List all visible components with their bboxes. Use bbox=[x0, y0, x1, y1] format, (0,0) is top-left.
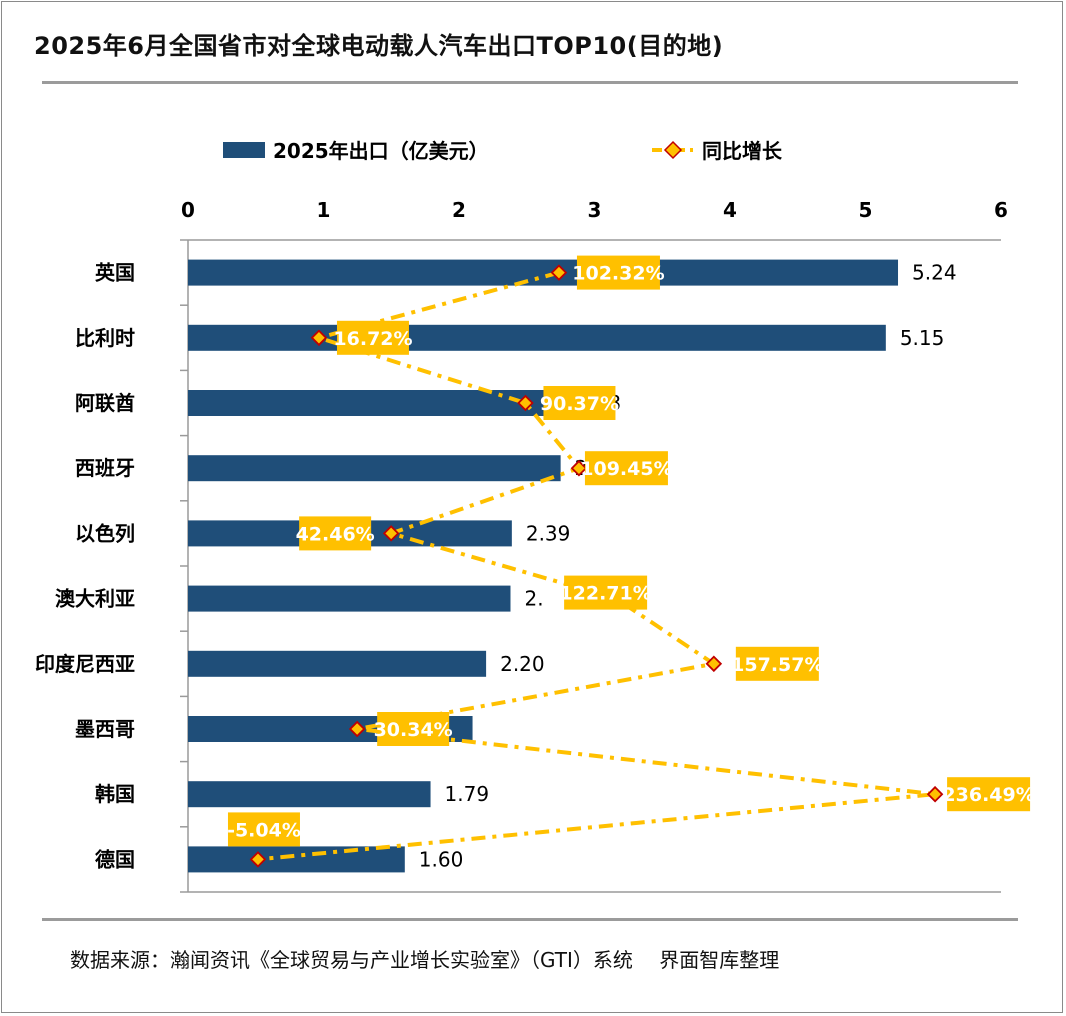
growth-marker bbox=[705, 655, 723, 673]
growth-marker bbox=[382, 525, 400, 542]
x-tick-label: 2 bbox=[452, 198, 466, 222]
chart-title: 2025年6月全国省市对全球电动载人汽车出口TOP10(目的地) bbox=[34, 32, 724, 60]
legend-marker-growth bbox=[663, 140, 683, 160]
growth-value-label: 157.57% bbox=[731, 654, 823, 676]
category-label: 韩国 bbox=[95, 782, 135, 806]
bar-value-label: 1.79 bbox=[445, 782, 490, 806]
category-label: 英国 bbox=[95, 261, 135, 285]
growth-marker bbox=[517, 394, 534, 412]
bar bbox=[188, 781, 431, 808]
top-rule bbox=[42, 81, 1018, 84]
growth-value-label: 236.49% bbox=[942, 784, 1034, 806]
growth-value-label: 42.46% bbox=[296, 523, 375, 545]
legend-label-growth: 同比增长 bbox=[702, 139, 783, 163]
growth-marker bbox=[550, 264, 568, 281]
category-label: 西班牙 bbox=[75, 456, 135, 480]
growth-label-box bbox=[227, 812, 300, 847]
growth-label-box bbox=[735, 646, 819, 681]
legend-swatch-export bbox=[223, 142, 265, 158]
growth-label-box bbox=[336, 320, 409, 355]
growth-marker bbox=[926, 785, 944, 803]
growth-label-box bbox=[947, 777, 1031, 812]
growth-value-label: 109.45% bbox=[580, 458, 672, 480]
growth-label-box bbox=[564, 575, 648, 610]
bar bbox=[188, 650, 487, 677]
bar-value-label: 2.39 bbox=[526, 521, 571, 545]
x-tick-label: 6 bbox=[994, 198, 1008, 222]
bar bbox=[188, 846, 405, 873]
bar-value-label: 5.24 bbox=[912, 261, 957, 285]
growth-label-box bbox=[299, 516, 372, 551]
legend-label-export: 2025年出口（亿美元） bbox=[273, 139, 489, 163]
category-label: 以色列 bbox=[75, 521, 135, 545]
growth-value-label: 102.32% bbox=[572, 263, 664, 285]
category-label: 德国 bbox=[95, 847, 135, 871]
x-tick-label: 4 bbox=[723, 198, 737, 222]
x-tick-label: 1 bbox=[317, 198, 331, 222]
bar-value-label: 1.60 bbox=[419, 847, 464, 871]
bar bbox=[188, 324, 886, 351]
category-label: 比利时 bbox=[75, 326, 135, 350]
category-label: 澳大利亚 bbox=[55, 587, 135, 611]
bar-value-label: 2. bbox=[524, 587, 543, 611]
growth-value-label: 122.71% bbox=[559, 583, 651, 605]
growth-value-label: 16.72% bbox=[333, 328, 412, 350]
growth-label-box bbox=[584, 451, 668, 486]
category-label: 印度尼西亚 bbox=[35, 652, 135, 676]
x-tick-label: 3 bbox=[588, 198, 602, 222]
growth-label-box bbox=[377, 712, 450, 746]
growth-line-path bbox=[257, 270, 936, 862]
bars: 5.245.1532.752.392.2.201.791.60 bbox=[188, 259, 957, 873]
x-tick-label: 0 bbox=[181, 198, 195, 222]
bar bbox=[188, 259, 899, 286]
bottom-rule bbox=[42, 918, 1018, 921]
category-label: 阿联酋 bbox=[75, 391, 135, 415]
bar-value-label: 2.20 bbox=[500, 652, 545, 676]
category-label: 墨西哥 bbox=[75, 717, 135, 741]
growth-value-label: 90.37% bbox=[540, 393, 619, 415]
growth-value-label: 30.34% bbox=[374, 719, 453, 741]
growth-value-label: -5.04% bbox=[227, 819, 301, 841]
growth-marker bbox=[570, 459, 588, 477]
growth-marker bbox=[249, 851, 267, 868]
growth-marker bbox=[310, 329, 328, 347]
bar bbox=[188, 585, 511, 612]
legend: 2025年出口（亿美元） 同比增长 bbox=[223, 139, 783, 163]
source-note: 数据来源：瀚闻资讯《全球贸易与产业增长实验室》（GTI）系统 界面智库整理 bbox=[70, 948, 780, 972]
growth-line: 102.32% 16.72% 90.37% 109.45% 42.46% 122.71% 1… bbox=[227, 255, 1035, 868]
x-tick-label: 5 bbox=[859, 198, 873, 222]
bar bbox=[188, 455, 561, 482]
growth-marker bbox=[348, 720, 366, 738]
bar-value-label: 5.15 bbox=[900, 326, 945, 350]
growth-label-box bbox=[543, 386, 616, 420]
growth-label-box bbox=[576, 255, 660, 290]
